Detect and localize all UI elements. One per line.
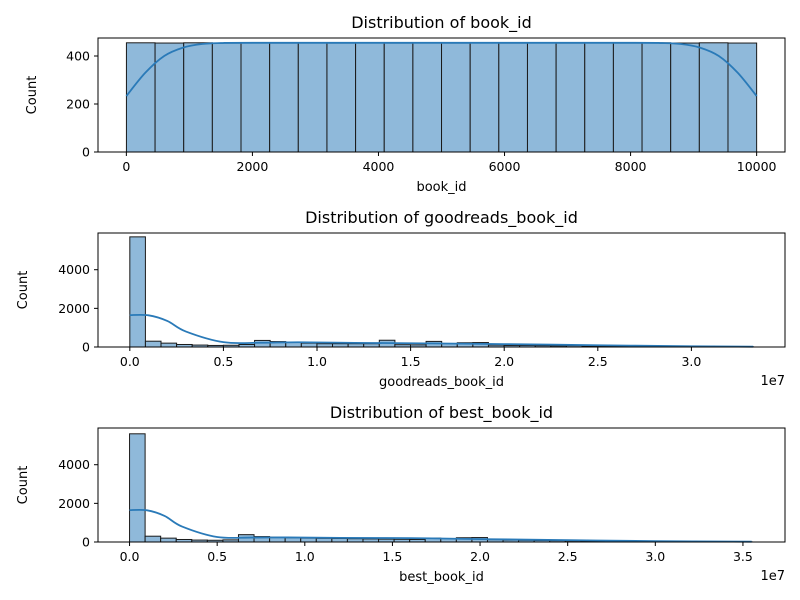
chart3-xtick-label: 0.0	[120, 549, 140, 564]
chart2-bar	[254, 339, 271, 348]
chart1-title: Distribution of book_id	[351, 13, 532, 33]
chart3-bar	[160, 537, 177, 543]
chart3-bar	[315, 537, 333, 543]
chart1-bar	[469, 42, 500, 153]
chart1	[94, 37, 786, 156]
chart1-bar	[441, 42, 471, 153]
chart2-xtick-label: 0.0	[120, 354, 140, 369]
chart3-kde-line	[129, 508, 752, 543]
chart3-ytick-label: 4000	[58, 457, 90, 472]
chart1-bar	[383, 42, 414, 153]
chart1-axes-frame	[97, 37, 786, 153]
chart1-ylabel: Count	[25, 76, 40, 115]
chart2	[94, 232, 786, 351]
chart3-axes-frame	[97, 427, 786, 543]
chart1-bar	[555, 42, 586, 153]
chart3	[94, 427, 786, 546]
chart1-ytick-label: 400	[66, 49, 90, 64]
chart1-bars	[125, 42, 758, 153]
chart2-bar	[129, 236, 146, 348]
chart1-bar	[125, 42, 156, 153]
chart3-xtick-label: 3.0	[645, 549, 665, 564]
chart1-xtick-label: 8000	[615, 159, 647, 174]
chart2-ytick-label: 2000	[58, 301, 90, 316]
chart3-xtick-label: 2.5	[558, 549, 578, 564]
chart1-xtick-label: 0	[122, 159, 130, 174]
chart1-bar	[326, 42, 357, 153]
chart1-xtick-label: 4000	[363, 159, 395, 174]
chart1-kde-line	[125, 41, 758, 97]
chart2-ytick-label: 0	[82, 340, 90, 355]
chart1-bar	[498, 42, 528, 153]
chart3-ytick-label: 0	[82, 535, 90, 550]
chart1-xlabel: book_id	[416, 180, 466, 195]
chart3-xtick-label: 1.5	[382, 549, 402, 564]
chart1-xtick-label: 6000	[489, 159, 521, 174]
chart1-bar	[240, 42, 271, 153]
chart1-bar	[584, 42, 614, 153]
chart3-bars	[129, 433, 753, 543]
chart1-bar	[526, 42, 557, 153]
chart1-bar	[355, 42, 385, 153]
chart3-title: Distribution of best_book_id	[330, 403, 553, 423]
chart3-ytick-label: 2000	[58, 496, 90, 511]
chart3-xlabel: best_book_id	[399, 570, 484, 585]
chart3-x-offset-label: 1e7	[760, 569, 785, 584]
chart3-ylabel: Count	[16, 466, 31, 505]
chart3-xtick-label: 3.5	[733, 549, 753, 564]
chart1-bar	[612, 42, 643, 153]
chart2-xtick-label: 2.0	[494, 354, 514, 369]
chart1-xtick-label: 2000	[237, 159, 269, 174]
chart1-ytick-label: 0	[82, 145, 90, 160]
chart2-bar	[300, 342, 318, 348]
chart1-bar	[727, 42, 758, 153]
chart1-bar	[670, 42, 700, 153]
chart2-x-offset-label: 1e7	[760, 374, 785, 389]
chart1-bar	[183, 42, 213, 153]
chart1-bar	[641, 42, 672, 153]
chart2-axes-frame	[97, 232, 786, 348]
chart2-bars	[129, 236, 755, 348]
chart2-xtick-label: 0.5	[213, 354, 233, 369]
chart3-bar	[129, 433, 146, 543]
chart3-xtick-label: 2.0	[470, 549, 490, 564]
chart3-xtick-label: 1.0	[295, 549, 315, 564]
chart2-bar	[160, 342, 178, 348]
chart3-xtick-label: 0.5	[207, 549, 227, 564]
chart2-ytick-label: 4000	[58, 262, 90, 277]
chart2-xtick-label: 1.5	[401, 354, 421, 369]
chart2-title: Distribution of goodreads_book_id	[305, 208, 578, 228]
chart1-bar	[412, 42, 443, 153]
chart3-bar	[331, 538, 348, 543]
chart1-ytick-label: 200	[66, 97, 90, 112]
chart1-bar	[154, 42, 185, 153]
chart2-xtick-label: 1.0	[307, 354, 327, 369]
chart2-kde-line	[129, 313, 754, 348]
chart1-bar	[698, 42, 729, 153]
chart2-xlabel: goodreads_book_id	[379, 375, 504, 390]
chart2-xtick-label: 2.5	[588, 354, 608, 369]
chart1-xtick-label: 10000	[737, 159, 777, 174]
chart2-ylabel: Count	[16, 271, 31, 310]
chart1-bar	[297, 42, 328, 153]
chart3-bar	[144, 535, 162, 543]
chart1-bar	[269, 42, 299, 153]
chart3-bar	[300, 537, 317, 543]
chart2-bar	[144, 340, 162, 348]
chart1-bar	[211, 42, 242, 153]
chart2-xtick-label: 3.0	[681, 354, 701, 369]
